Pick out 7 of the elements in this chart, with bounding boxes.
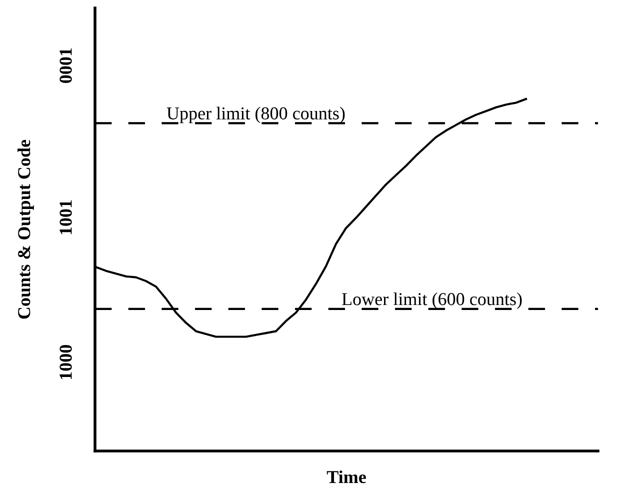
y-axis-title: Counts & Output Code (18, 140, 34, 319)
text: 1000 (60, 345, 72, 380)
ref-line-label: Lower limit (600 counts) (342, 292, 522, 309)
text: 0001 (60, 48, 72, 83)
ref-line-label: Upper limit (800 counts) (166, 106, 345, 124)
x-axis-title: Time (326, 470, 366, 484)
text: 1001 (60, 200, 72, 234)
